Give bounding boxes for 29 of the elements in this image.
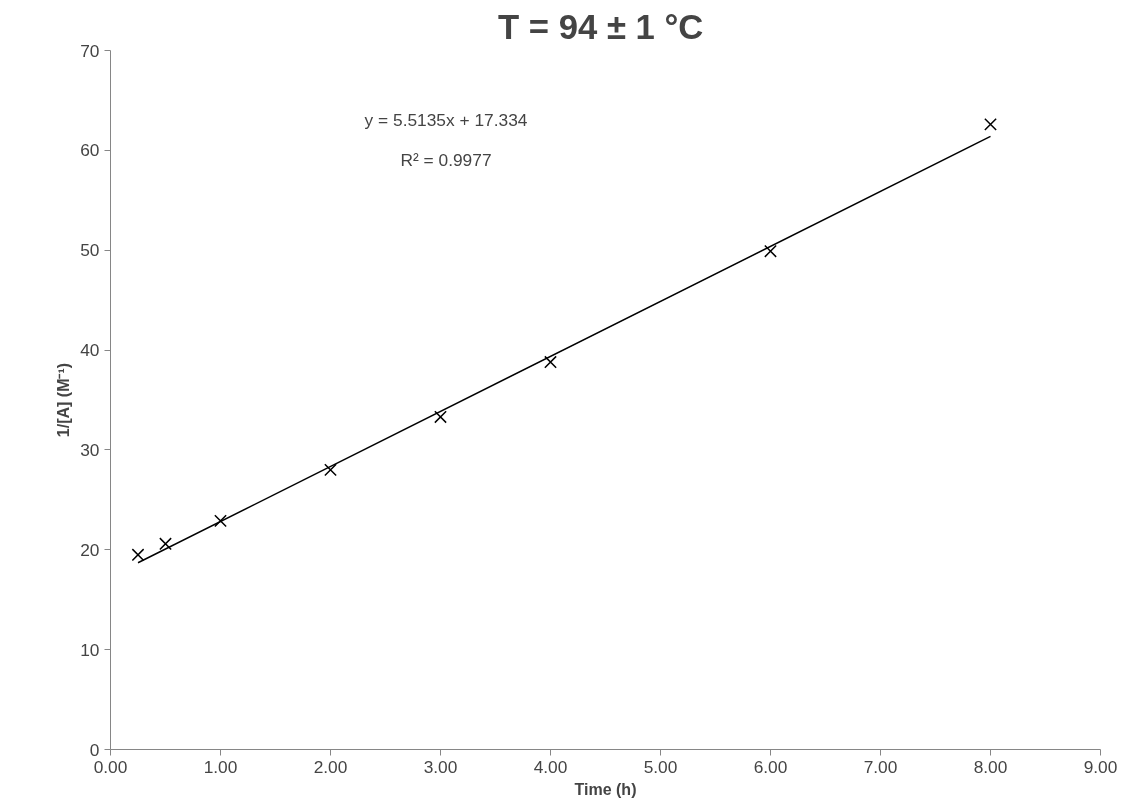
point bbox=[434, 410, 447, 424]
point bbox=[214, 514, 227, 528]
x-tick-label: 5.00 bbox=[643, 756, 678, 777]
point bbox=[544, 355, 557, 369]
x-tick-label: 4.00 bbox=[533, 756, 568, 777]
point bbox=[159, 537, 172, 551]
x-tick-label: 6.00 bbox=[753, 756, 788, 777]
x-tick-label: 3.00 bbox=[423, 756, 458, 777]
annotation: R² = 0.9977 bbox=[400, 150, 492, 171]
y-tick-label: 70 bbox=[80, 40, 100, 61]
y-tick-label: 60 bbox=[80, 140, 100, 161]
x-tick-label: 2.00 bbox=[313, 756, 348, 777]
annotation: y = 5.5135x + 17.334 bbox=[364, 110, 528, 131]
x-tick-label: 7.00 bbox=[863, 756, 898, 777]
point bbox=[131, 548, 145, 562]
y-tick-label: 30 bbox=[80, 439, 100, 460]
y-tick-label: 40 bbox=[80, 340, 100, 361]
y-tick-label: 10 bbox=[80, 639, 100, 660]
x-tick-label: 1.00 bbox=[203, 756, 238, 777]
y-tick-label: 50 bbox=[80, 240, 100, 261]
point bbox=[984, 117, 997, 131]
x-tick-label: 8.00 bbox=[973, 756, 1008, 777]
y-axis-title: 1/[A] (M⁻¹) bbox=[55, 362, 73, 438]
x-axis-title: Time (h) bbox=[574, 780, 637, 798]
point bbox=[324, 463, 337, 477]
chart-title: T = 94 ± 1 °C bbox=[498, 7, 704, 46]
y-tick-label: 20 bbox=[80, 539, 100, 560]
x-tick-label: 9.00 bbox=[1083, 756, 1118, 777]
point bbox=[764, 244, 777, 258]
